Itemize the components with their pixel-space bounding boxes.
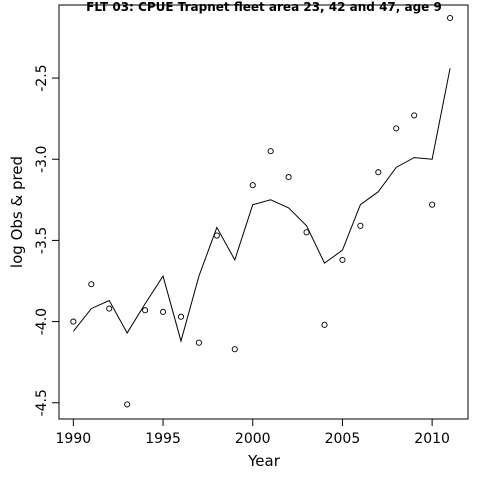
observed-point xyxy=(106,305,113,312)
y-tick-label: -3.0 xyxy=(34,146,50,173)
y-tick-label: -4.0 xyxy=(34,308,50,335)
y-tick-label: -3.5 xyxy=(34,227,50,254)
predicted-line xyxy=(72,68,451,343)
observed-point xyxy=(429,201,436,208)
y-axis: -4.5 -4.0 -3.5 -3.0 -2.5 xyxy=(34,64,60,416)
observed-point xyxy=(321,321,328,328)
observed-point xyxy=(177,313,185,320)
observed-point xyxy=(447,14,454,22)
observed-point xyxy=(375,169,382,176)
observed-point xyxy=(357,222,364,229)
observed-point xyxy=(124,401,131,408)
observed-point xyxy=(142,307,149,314)
observed-point xyxy=(70,318,77,325)
x-tick-label: 2005 xyxy=(325,431,361,447)
y-tick-label: -4.5 xyxy=(34,389,50,416)
observed-point xyxy=(159,308,167,315)
series-layer xyxy=(70,14,454,408)
y-tick-label: -2.5 xyxy=(34,64,50,91)
x-tick-label: 1990 xyxy=(56,431,92,447)
y-axis-title: log Obs & pred xyxy=(8,156,26,268)
observed-point xyxy=(411,112,418,119)
observed-point xyxy=(231,346,238,353)
x-tick-label: 2000 xyxy=(235,431,271,447)
observed-point xyxy=(267,148,274,155)
observed-point xyxy=(88,281,95,288)
x-tick-label: 1995 xyxy=(145,431,181,447)
observed-point xyxy=(249,182,256,189)
observed-point xyxy=(285,174,292,181)
plot-frame xyxy=(58,4,469,420)
observed-point xyxy=(339,256,346,263)
chart-title: FLT 03: CPUE Trapnet fleet area 23, 42 a… xyxy=(86,0,442,14)
x-axis: 1990 1995 2000 2005 2010 xyxy=(56,418,450,447)
observed-point xyxy=(195,339,202,346)
x-axis-title: Year xyxy=(247,452,281,470)
observed-point xyxy=(393,125,400,132)
x-tick-label: 2010 xyxy=(414,431,450,447)
